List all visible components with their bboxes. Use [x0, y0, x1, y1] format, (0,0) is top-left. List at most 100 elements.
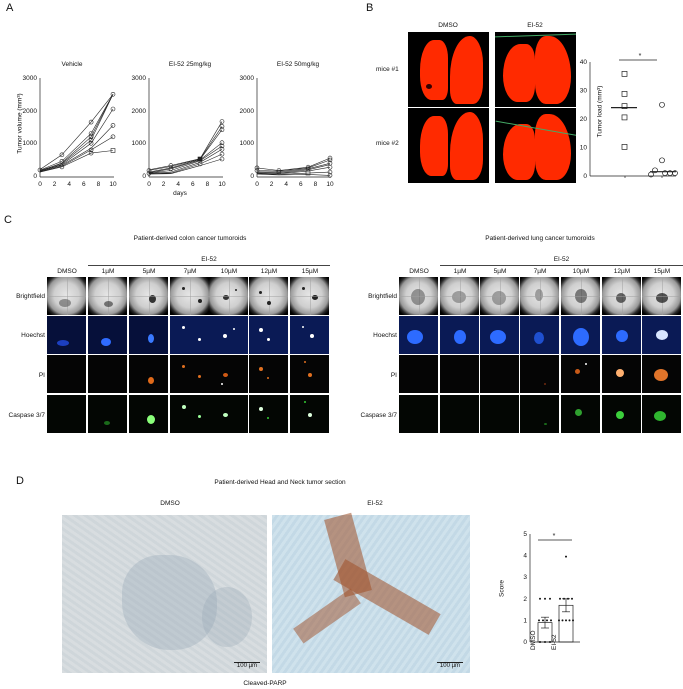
colon-bf-15um	[290, 277, 329, 315]
score-xtick-dmso: DMSO	[530, 630, 537, 651]
colon-hoechst-7um	[170, 316, 209, 354]
lung-image-dmso-mice1	[408, 32, 489, 107]
svg-text:6: 6	[299, 181, 303, 188]
svg-text:4: 4	[523, 553, 527, 560]
svg-text:0: 0	[33, 173, 37, 180]
svg-text:4: 4	[67, 181, 71, 188]
svg-text:0: 0	[142, 173, 146, 180]
svg-text:2: 2	[523, 596, 527, 603]
colon-pi-dmso	[47, 355, 86, 393]
lung-pi-12um	[602, 355, 641, 393]
lung-drug-line	[440, 265, 683, 266]
lung-bf-5um	[480, 277, 519, 315]
colon-caspase-12um	[249, 395, 288, 433]
svg-text:2000: 2000	[23, 108, 38, 115]
ihc-image-ei52: 100 µm	[272, 512, 470, 673]
colon-col-12um: 12µM	[260, 268, 278, 275]
chart-vehicle-axes: 3000 2000 1000 0 0 2 4 6 8 10	[23, 75, 117, 188]
lung-bf-10um	[561, 277, 600, 315]
colon-bf-12um	[249, 277, 288, 315]
colon-caspase-10um	[209, 395, 248, 433]
colon-drug-line	[88, 265, 330, 266]
lung-caspase-12um	[602, 395, 641, 433]
colon-drug-label: EI-52	[201, 256, 217, 263]
lung-col-12um: 12µM	[613, 268, 631, 275]
lung-hoechst-1um	[440, 316, 479, 354]
svg-text:1000: 1000	[23, 140, 38, 147]
chart-25mg-axes: 3000 2000 1000 0 0 2 4 6 8 10	[132, 75, 226, 188]
svg-text:8: 8	[314, 181, 318, 188]
row-label-mice1: mice #1	[376, 66, 399, 73]
colon-caspase-7um	[170, 395, 209, 433]
lung-caspase-5um	[480, 395, 519, 433]
colon-pi-1um	[88, 355, 127, 393]
svg-text:10: 10	[218, 181, 226, 188]
colon-title: Patient-derived colon cancer tumoroids	[133, 235, 247, 242]
lung-bf-1um	[440, 277, 479, 315]
colon-row-caspase: Caspase 3/7	[8, 412, 46, 419]
svg-text:6: 6	[191, 181, 195, 188]
colon-pi-12um	[249, 355, 288, 393]
colon-row-pi: PI	[38, 372, 45, 379]
svg-text:*: *	[639, 53, 642, 60]
svg-text:0: 0	[250, 173, 254, 180]
svg-text:0: 0	[147, 181, 151, 188]
svg-text:6: 6	[82, 181, 86, 188]
svg-text:2: 2	[53, 181, 57, 188]
colon-caspase-15um	[290, 395, 329, 433]
svg-text:1000: 1000	[240, 140, 255, 147]
lung-pi-1um	[440, 355, 479, 393]
colon-row-brightfield: Brightfield	[16, 293, 45, 300]
tumor-load-scatter: 40 30 20 10 0 *	[580, 53, 678, 180]
col-label-dmso: DMSO	[438, 22, 458, 29]
lung-row-brightfield: Brightfield	[368, 293, 397, 300]
lung-bf-dmso	[399, 277, 438, 315]
row-label-mice2: mice #2	[376, 140, 399, 147]
svg-text:3000: 3000	[240, 75, 255, 82]
colon-caspase-1um	[88, 395, 127, 433]
lung-caspase-1um	[440, 395, 479, 433]
panel-c-label: C	[4, 214, 12, 226]
lung-col-1um: 1µM	[453, 268, 467, 275]
svg-text:4: 4	[176, 181, 180, 188]
svg-text:0: 0	[255, 181, 259, 188]
lung-col-dmso: DMSO	[409, 268, 429, 275]
svg-text:40: 40	[580, 59, 588, 66]
colon-row-hoechst: Hoechst	[21, 332, 45, 339]
lung-hoechst-dmso	[399, 316, 438, 354]
svg-text:*: *	[553, 533, 556, 540]
colon-col-5um: 5µM	[142, 268, 156, 275]
colon-hoechst-15um	[290, 316, 329, 354]
chart-vehicle: 3000 2000 1000 0 0 2 4 6 8 10	[23, 75, 334, 188]
svg-text:10: 10	[326, 181, 334, 188]
svg-text:10: 10	[109, 181, 117, 188]
scalebar-line-dmso	[234, 662, 260, 663]
chart-title-50mg: EI-52 50mg/kg	[276, 61, 320, 68]
colon-bf-dmso	[47, 277, 86, 315]
svg-text:8: 8	[206, 181, 210, 188]
svg-text:0: 0	[38, 181, 42, 188]
panel-d-title: Patient-derived Head and Neck tumor sect…	[214, 479, 346, 486]
lung-pi-dmso	[399, 355, 438, 393]
colon-hoechst-1um	[88, 316, 127, 354]
colon-pi-15um	[290, 355, 329, 393]
colon-caspase-dmso	[47, 395, 86, 433]
colon-pi-7um	[170, 355, 209, 393]
svg-text:4: 4	[284, 181, 288, 188]
score-xtick-ei52: EI-52	[551, 634, 558, 650]
colon-hoechst-dmso	[47, 316, 86, 354]
lung-pi-5um	[480, 355, 519, 393]
colon-col-10um: 10µM	[220, 268, 238, 275]
lung-col-7um: 7µM	[533, 268, 547, 275]
ihc-image-dmso: 100 µm	[62, 515, 267, 673]
ihc-label-ei52: EI-52	[367, 500, 383, 507]
svg-text:8: 8	[97, 181, 101, 188]
colon-hoechst-12um	[249, 316, 288, 354]
colon-pi-5um	[129, 355, 168, 393]
svg-text:3: 3	[523, 574, 527, 581]
colon-col-15um: 15µM	[301, 268, 319, 275]
svg-text:3000: 3000	[23, 75, 38, 82]
lung-caspase-10um	[561, 395, 600, 433]
panel-d-label: D	[16, 475, 24, 487]
panel-a-xlabel: days	[173, 190, 187, 197]
